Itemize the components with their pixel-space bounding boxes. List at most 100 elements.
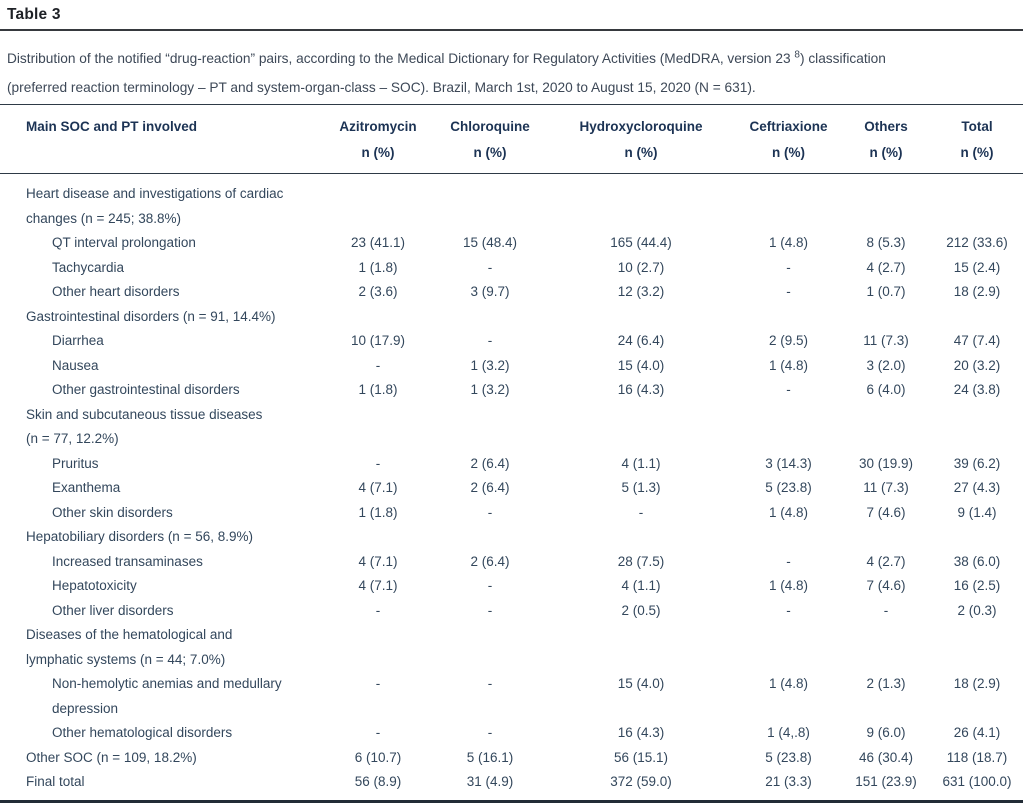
table-cell: 4 (7.1) xyxy=(358,553,398,569)
table-cell: 15 (4.0) xyxy=(617,676,665,691)
row-label: Diarrhea xyxy=(52,333,104,348)
table-cell: 28 (7.5) xyxy=(617,553,665,569)
table-cell: - xyxy=(375,357,381,373)
table-row: Non-hemolytic anemias and medullary depr… xyxy=(0,672,1023,721)
table-cell: 4 (7.1) xyxy=(358,480,398,495)
table-cell: 1 (4.8) xyxy=(768,578,809,593)
table-cell: 16 (4.3) xyxy=(617,382,665,397)
page-title: Table 3 xyxy=(7,6,61,23)
table-cell: 27 (4.3) xyxy=(953,480,1001,495)
table-caption: Distribution of the notified “drug-react… xyxy=(7,44,1013,102)
column-header-azitromycin: Azitromycin n (%) xyxy=(322,104,434,174)
table-cell: 4 (1.1) xyxy=(621,455,661,471)
table-cell: 2 (3.6) xyxy=(358,284,398,299)
table-cell: 3 (2.0) xyxy=(866,357,906,373)
row-label: QT interval prolongation xyxy=(52,235,196,250)
table-cell: 118 (18.7) xyxy=(946,749,1008,765)
caption-line-2: (preferred reaction terminology – PT and… xyxy=(7,80,756,95)
table-cell: 46 (30.4) xyxy=(858,749,914,765)
column-header-total: Total n (%) xyxy=(931,104,1023,174)
section-row: Diseases of the hematological and lympha… xyxy=(0,623,1023,672)
table-cell: - xyxy=(638,504,644,520)
table-cell: - xyxy=(487,333,493,348)
table-cell: 7 (4.6) xyxy=(866,504,906,520)
table-cell: 39 (6.2) xyxy=(953,455,1001,471)
table-cell: 10 (17.9) xyxy=(350,333,406,348)
table-cell: 372 (59.0) xyxy=(610,774,672,789)
table-cell: 18 (2.9) xyxy=(953,284,1001,299)
section-label: Gastrointestinal disorders (n = 91, 14.4… xyxy=(26,308,276,324)
table-cell: 1 (0.7) xyxy=(866,284,906,299)
table-cell: 1 (4,.8) xyxy=(767,725,810,740)
table-cell: - xyxy=(883,602,889,618)
table-row: Diarrhea 10 (17.9) - 24 (6.4) 2 (9.5) 11… xyxy=(0,329,1023,354)
table-row: Nausea - 1 (3.2) 15 (4.0) 1 (4.8) 3 (2.0… xyxy=(0,354,1023,379)
section-row: Heart disease and investigations of card… xyxy=(0,174,1023,232)
table-row: Increased transaminases 4 (7.1) 2 (6.4) … xyxy=(0,550,1023,575)
table-cell: 21 (3.3) xyxy=(765,774,812,789)
table-cell: 9 (1.4) xyxy=(957,504,997,520)
table-cell: 18 (2.9) xyxy=(953,676,1001,691)
table-cell: 5 (16.1) xyxy=(466,749,514,765)
section-row: Skin and subcutaneous tissue diseases (n… xyxy=(0,403,1023,452)
row-label: Final total xyxy=(26,774,85,789)
table-cell: 6 (4.0) xyxy=(866,382,906,397)
table-row: Other liver disorders - - 2 (0.5) - - 2 … xyxy=(0,599,1023,624)
table-cell: 1 (3.2) xyxy=(470,357,510,373)
section-label: Diseases of the hematological and lympha… xyxy=(26,627,233,667)
table-cell: 2 (0.3) xyxy=(957,602,997,618)
table-cell: 31 (4.9) xyxy=(466,774,514,789)
row-label: Exanthema xyxy=(52,480,121,495)
table-cell: 11 (7.3) xyxy=(863,480,909,495)
table-cell: 631 (100.0) xyxy=(942,774,1012,789)
table-row: Other skin disorders 1 (1.8) - - 1 (4.8)… xyxy=(0,501,1023,526)
column-header-others: Others n (%) xyxy=(841,104,931,174)
table-cell: 20 (3.2) xyxy=(953,357,1001,373)
table-cell: 5 (1.3) xyxy=(621,480,661,495)
row-label: Other heart disorders xyxy=(52,284,180,299)
table-cell: 16 (2.5) xyxy=(953,578,1001,593)
drug-reaction-table: Main SOC and PT involved Azitromycin n (… xyxy=(0,104,1023,803)
table-cell: 12 (3.2) xyxy=(617,284,665,299)
table-cell: 1 (1.8) xyxy=(358,382,398,397)
table-cell: 16 (4.3) xyxy=(617,725,665,740)
table-cell: 1 (4.8) xyxy=(768,357,809,373)
table-cell: 1 (1.8) xyxy=(358,259,398,275)
table-cell: 56 (15.1) xyxy=(613,749,669,765)
table-row: Other hematological disorders - - 16 (4.… xyxy=(0,721,1023,746)
table-cell: 165 (44.4) xyxy=(610,235,672,250)
column-header-chloroquine: Chloroquine n (%) xyxy=(434,104,546,174)
table-cell: - xyxy=(487,578,493,593)
table-cell: 4 (1.1) xyxy=(621,578,661,593)
table-cell: - xyxy=(375,676,381,691)
column-header-soc-pt: Main SOC and PT involved xyxy=(0,104,322,174)
row-label: Nausea xyxy=(52,357,99,373)
table-cell: 3 (14.3) xyxy=(765,455,812,471)
table-row: Pruritus - 2 (6.4) 4 (1.1) 3 (14.3) 30 (… xyxy=(0,452,1023,477)
table-cell: 151 (23.9) xyxy=(855,774,917,789)
table-row: Exanthema 4 (7.1) 2 (6.4) 5 (1.3) 5 (23.… xyxy=(0,476,1023,501)
row-label: Other gastrointestinal disorders xyxy=(52,382,240,397)
table-cell: - xyxy=(786,382,791,397)
caption-line-1: Distribution of the notified “drug-react… xyxy=(7,49,886,66)
table-cell: - xyxy=(375,602,381,618)
table-cell: 11 (7.3) xyxy=(863,333,909,348)
row-label: Hepatotoxicity xyxy=(52,578,137,593)
table-row: Other gastrointestinal disorders 1 (1.8)… xyxy=(0,378,1023,403)
table-cell: 4 (7.1) xyxy=(358,578,398,593)
column-header-hydroxycloroquine: Hydroxycloroquine n (%) xyxy=(546,104,736,174)
table-cell: 1 (3.2) xyxy=(470,382,510,397)
table-cell: 24 (6.4) xyxy=(617,333,665,348)
section-label: Hepatobiliary disorders (n = 56, 8.9%) xyxy=(26,529,253,544)
table-cell: 6 (10.7) xyxy=(354,749,402,765)
table-row: Other SOC (n = 109, 18.2%) 6 (10.7) 5 (1… xyxy=(0,746,1023,771)
table-cell: 15 (48.4) xyxy=(462,235,518,250)
section-label: Skin and subcutaneous tissue diseases (n… xyxy=(26,406,263,447)
table-row: Hepatotoxicity 4 (7.1) - 4 (1.1) 1 (4.8)… xyxy=(0,574,1023,599)
table-cell: - xyxy=(487,676,493,691)
table-cell: - xyxy=(487,602,493,618)
section-label: Heart disease and investigations of card… xyxy=(26,186,284,226)
table-cell: 5 (23.8) xyxy=(765,749,812,765)
title-divider xyxy=(0,29,1023,31)
table-cell: - xyxy=(487,259,493,275)
